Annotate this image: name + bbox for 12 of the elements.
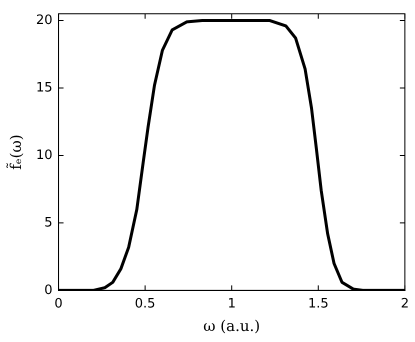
y-axis-title: f̃ₑ(ω): [6, 134, 25, 170]
y-tick-label: 15: [36, 80, 53, 96]
x-axis-title: ω (a.u.): [203, 316, 260, 335]
y-tick-label: 10: [36, 148, 53, 163]
x-tick-label: 2: [400, 296, 410, 312]
x-tick-label: 1: [228, 296, 236, 312]
x-tick-label: 0.5: [134, 296, 156, 312]
y-tick-label: 5: [44, 215, 53, 230]
x-tick-label: 1.5: [308, 296, 329, 312]
x-tick-label: 0: [54, 296, 63, 312]
y-tick-label: 20: [36, 12, 53, 28]
y-tick-label: 0: [44, 282, 53, 298]
